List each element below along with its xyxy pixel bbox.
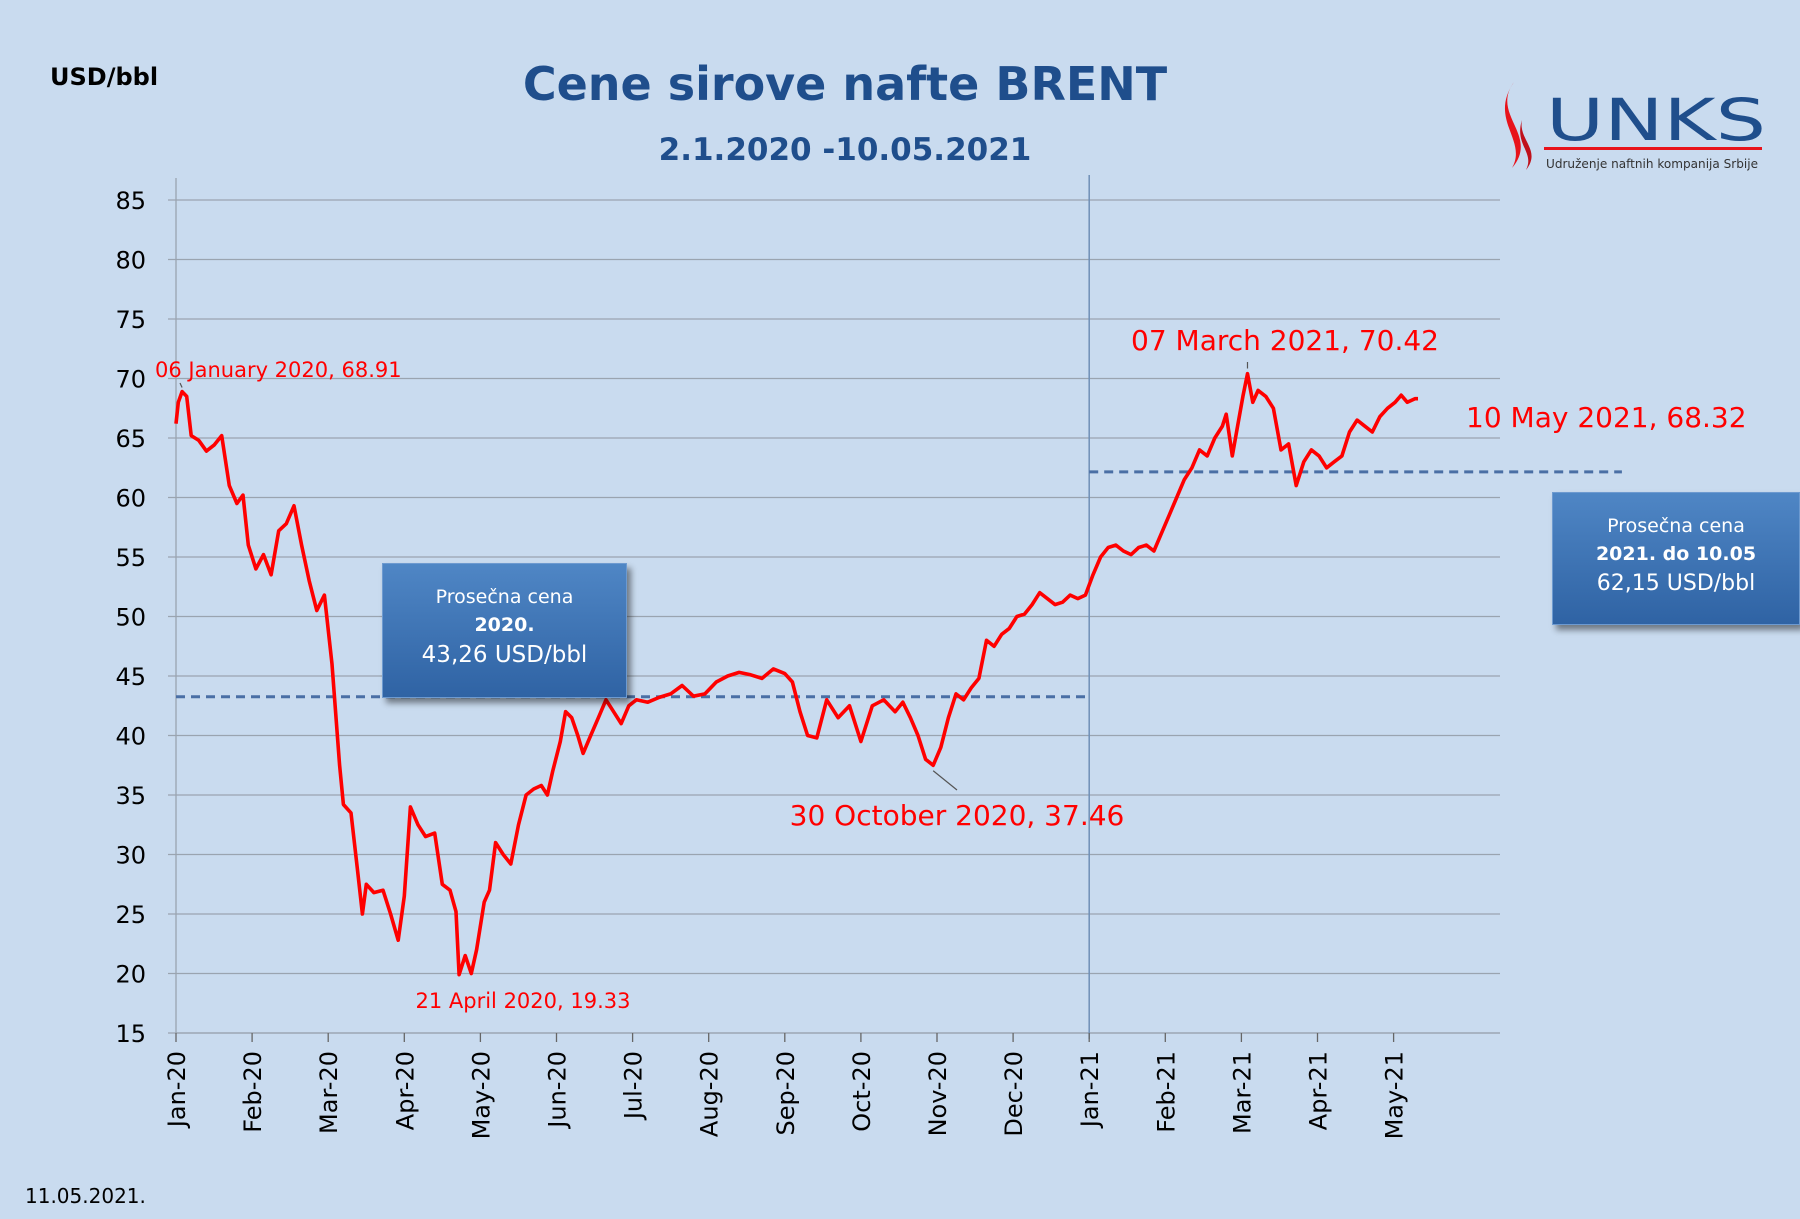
unks-logo: UNKS Udruženje naftnih kompanija Srbije: [1504, 82, 1766, 171]
flame-icon: [1504, 82, 1521, 168]
x-tick-label-Oct-20: Oct-20: [848, 1051, 876, 1132]
y-tick-label-85: 85: [115, 187, 146, 215]
x-tick-label-Mar-21: Mar-21: [1228, 1051, 1256, 1134]
x-tick-label-Dec-20: Dec-20: [1000, 1051, 1028, 1137]
x-tick-label-Mar-20: Mar-20: [315, 1051, 343, 1134]
x-tick-label-May-21: May-21: [1381, 1051, 1409, 1139]
annotation-label-2: 30 October 2020, 37.46: [790, 799, 1125, 832]
y-tick-label-70: 70: [115, 366, 146, 394]
x-tick-label-Aug-20: Aug-20: [696, 1051, 724, 1137]
y-tick-label-50: 50: [115, 604, 146, 632]
x-tick-label-Apr-20: Apr-20: [391, 1051, 419, 1130]
avg-box-2020: Prosečna cena 2020. 43,26 USD/bbl: [382, 563, 627, 698]
average-lines: [176, 470, 1622, 699]
avg-box-2021: Prosečna cena 2021. do 10.05 62,15 USD/b…: [1552, 492, 1800, 625]
x-tick-label-Apr-21: Apr-21: [1305, 1051, 1333, 1130]
y-tick-label-45: 45: [115, 663, 146, 691]
y-tick-label-40: 40: [115, 723, 146, 751]
x-tick-label-Jan-21: Jan-21: [1076, 1051, 1104, 1129]
avg-box-2020-label: Prosečna cena: [435, 586, 574, 608]
y-tick-label-65: 65: [115, 425, 146, 453]
y-tick-label-30: 30: [115, 842, 146, 870]
annotation-label-1: 21 April 2020, 19.33: [416, 989, 631, 1013]
x-tick-label-Feb-20: Feb-20: [239, 1051, 267, 1133]
avg-box-2021-value: 62,15 USD/bbl: [1596, 571, 1756, 597]
x-tick-label-Sep-20: Sep-20: [772, 1051, 800, 1135]
x-tick-label-May-20: May-20: [467, 1051, 495, 1139]
chart-subtitle: 2.1.2020 -10.05.2021: [659, 132, 1032, 168]
y-tick-label-15: 15: [115, 1020, 146, 1048]
y-tick-labels: 15 20 25 30 35 40 45 50 55 60 65 70 75 80 85: [115, 187, 146, 1048]
logo-tagline: Udruženje naftnih kompanija Srbije: [1546, 157, 1758, 171]
y-tick-label-35: 35: [115, 782, 146, 810]
y-axis-label: USD/bbl: [50, 63, 158, 91]
y-tick-label-25: 25: [115, 901, 146, 929]
x-tick-labels: Jan-20 Feb-20 Mar-20 Apr-20 May-20 Jun-20 Jul-…: [163, 1033, 1409, 1139]
footer-date: 11.05.2021.: [25, 1184, 146, 1208]
y-tick-label-60: 60: [115, 485, 146, 513]
series-group: [174, 371, 1418, 977]
y-tick-label-75: 75: [115, 306, 146, 334]
x-tick-label-Nov-20: Nov-20: [924, 1051, 952, 1136]
x-tick-label-Jun-20: Jun-20: [544, 1051, 572, 1130]
y-tick-label-55: 55: [115, 544, 146, 572]
avg-box-2020-value: 43,26 USD/bbl: [421, 642, 588, 669]
logo-name: UNKS: [1546, 86, 1766, 154]
avg-box-2021-year: 2021. do 10.05: [1595, 542, 1757, 565]
x-tick-label-Feb-21: Feb-21: [1152, 1051, 1180, 1133]
annotation-leader-0: [179, 382, 183, 388]
y-gridlines: [168, 175, 1500, 1039]
x-tick-label-Jul-20: Jul-20: [620, 1051, 648, 1121]
annotation-label-0: 06 January 2020, 68.91: [155, 358, 402, 382]
y-tick-label-80: 80: [115, 247, 146, 275]
chart-title: Cene sirove nafte BRENT: [523, 57, 1168, 111]
series-line-brent: [174, 371, 1418, 977]
avg-box-2021-label: Prosečna cena: [1607, 515, 1745, 537]
y-tick-label-20: 20: [115, 961, 146, 989]
annotation-label-3: 07 March 2021, 70.42: [1131, 324, 1439, 357]
logo-underline: [1544, 147, 1762, 150]
x-tick-label-Jan-20: Jan-20: [163, 1051, 191, 1129]
annotation-leader-2: [932, 770, 958, 791]
avg-box-2020-year: 2020.: [474, 613, 535, 636]
annotations: 06 January 2020, 68.91 21 April 2020, 19.…: [155, 324, 1747, 1013]
annotation-label-4: 10 May 2021, 68.32: [1466, 401, 1747, 434]
